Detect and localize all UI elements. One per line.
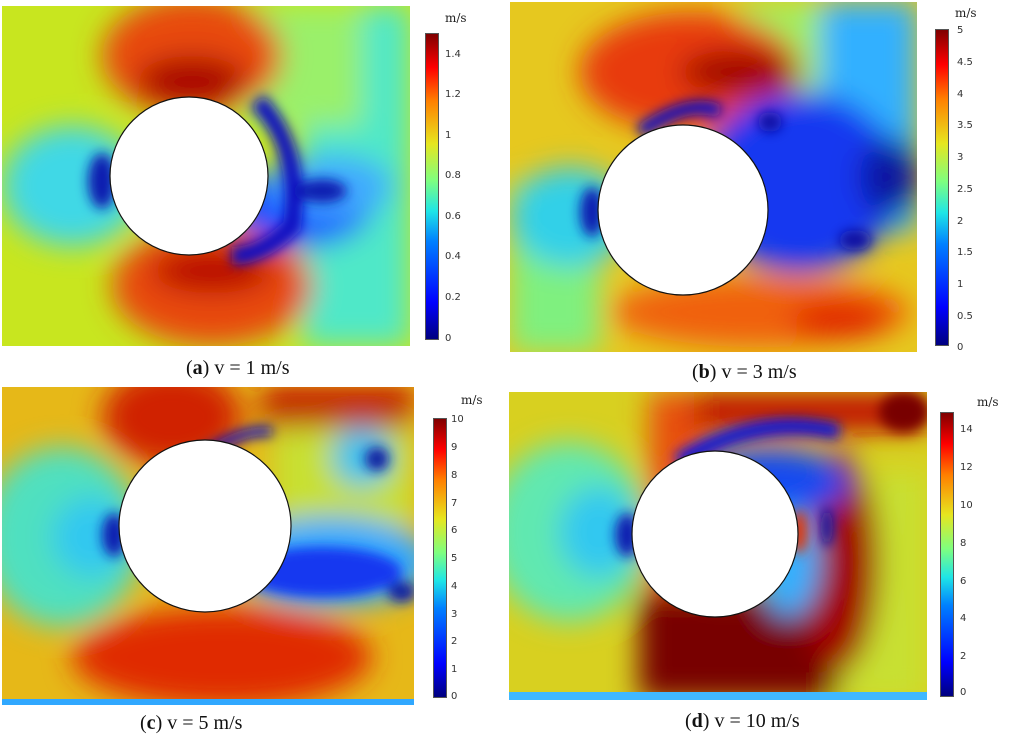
tick-label: 0 <box>451 691 458 702</box>
colorbar-d: m/s 14 12 10 8 6 4 2 0 <box>940 395 1010 705</box>
caption-letter: b <box>698 361 710 383</box>
colorbar-unit-c: m/s <box>461 393 483 407</box>
velocity-field-a <box>2 6 410 346</box>
tick-label: 0.6 <box>445 211 461 222</box>
velocity-field-b <box>510 2 917 352</box>
tick-label: 0 <box>445 333 452 344</box>
tick-label: 4 <box>451 581 458 592</box>
tick-label: 1 <box>451 664 458 675</box>
colorbar-gradient-a <box>425 33 439 340</box>
tick-label: 14 <box>960 424 973 435</box>
colorbar-gradient-d <box>940 412 954 697</box>
tick-label: 10 <box>451 414 464 425</box>
tick-label: 1.2 <box>445 89 461 100</box>
caption-d: (d) v = 10 m/s <box>685 710 800 732</box>
tick-label: 0.2 <box>445 292 461 303</box>
tick-label: 1 <box>445 130 452 141</box>
tick-label: 0.5 <box>957 311 973 322</box>
tick-label: 5 <box>957 25 964 36</box>
tick-label: 3 <box>957 152 964 163</box>
tick-label: 2 <box>960 651 967 662</box>
panel-c-plot <box>2 387 414 705</box>
colorbar-c: m/s 10 9 8 7 6 5 4 3 2 1 0 <box>433 393 508 713</box>
tick-label: 9 <box>451 442 458 453</box>
caption-a: (a) v = 1 m/s <box>186 357 290 379</box>
caption-c: (c) v = 5 m/s <box>140 712 243 734</box>
tick-label: 5 <box>451 553 458 564</box>
colorbar-gradient-b <box>935 29 949 346</box>
tick-label: 7 <box>451 498 458 509</box>
tick-label: 1.5 <box>957 247 973 258</box>
colorbar-unit-d: m/s <box>977 395 999 409</box>
colorbar-a: m/s 1.4 1.2 1 0.8 0.6 0.4 0.2 0 <box>425 8 500 348</box>
tick-label: 0.8 <box>445 170 461 181</box>
colorbar-gradient-c <box>433 418 447 698</box>
caption-text: v = 5 m/s <box>167 712 243 734</box>
tick-label: 0 <box>960 687 967 698</box>
tick-label: 8 <box>451 470 458 481</box>
tick-label: 0 <box>957 342 964 353</box>
tick-label: 2 <box>957 216 964 227</box>
tick-label: 1.4 <box>445 49 461 60</box>
caption-text: v = 10 m/s <box>714 710 800 732</box>
caption-text: v = 1 m/s <box>214 357 290 379</box>
caption-letter: a <box>192 357 203 379</box>
tick-label: 4.5 <box>957 57 973 68</box>
caption-letter: d <box>691 710 703 732</box>
velocity-field-d <box>509 392 927 700</box>
panel-d-plot <box>509 392 927 700</box>
panel-b-plot <box>510 2 917 352</box>
tick-label: 4 <box>957 89 964 100</box>
caption-letter: c <box>146 712 156 734</box>
tick-label: 6 <box>451 525 458 536</box>
tick-label: 12 <box>960 462 973 473</box>
tick-label: 10 <box>960 500 973 511</box>
caption-b: (b) v = 3 m/s <box>692 361 797 383</box>
colorbar-b: m/s 5 4.5 4 3.5 3 2.5 2 1.5 1 0.5 0 <box>935 6 1010 356</box>
colorbar-unit-b: m/s <box>955 6 977 20</box>
velocity-field-c <box>2 387 414 705</box>
tick-label: 3 <box>451 609 458 620</box>
panel-a-plot <box>2 6 410 346</box>
tick-label: 2.5 <box>957 184 973 195</box>
caption-text: v = 3 m/s <box>721 361 797 383</box>
tick-label: 1 <box>957 279 964 290</box>
colorbar-unit-a: m/s <box>445 11 467 25</box>
tick-label: 0.4 <box>445 251 461 262</box>
tick-label: 4 <box>960 613 967 624</box>
tick-label: 6 <box>960 576 967 587</box>
tick-label: 2 <box>451 636 458 647</box>
tick-label: 8 <box>960 538 967 549</box>
tick-label: 3.5 <box>957 120 973 131</box>
